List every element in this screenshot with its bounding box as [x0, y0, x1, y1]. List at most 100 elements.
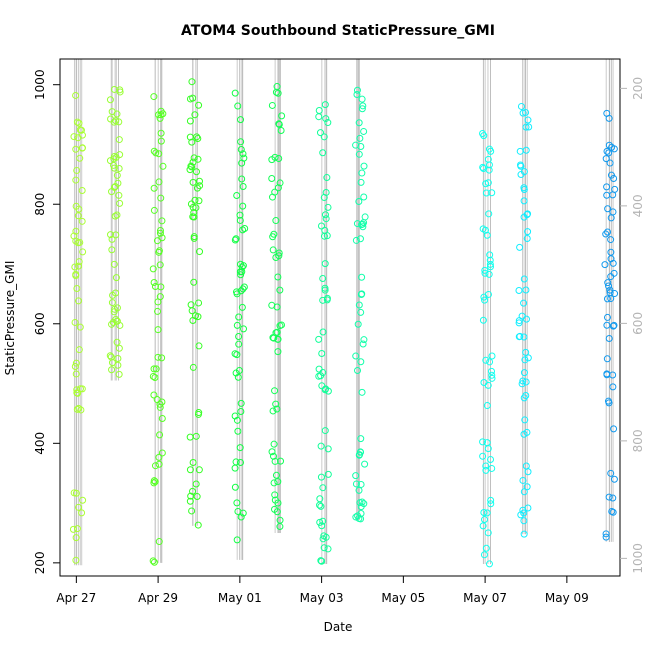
data-point: [352, 141, 360, 149]
data-point: [270, 440, 278, 448]
data-point: [516, 161, 524, 169]
data-point: [74, 212, 82, 220]
data-point: [157, 137, 165, 145]
data-point: [155, 460, 163, 468]
data-point: [324, 119, 332, 127]
data-point: [485, 560, 493, 568]
data-point: [522, 348, 530, 356]
data-point: [605, 149, 613, 157]
data-point: [485, 161, 493, 169]
data-point: [72, 359, 80, 367]
data-point: [485, 210, 493, 218]
data-point: [603, 295, 611, 303]
data-point: [239, 202, 247, 210]
data-point: [520, 530, 528, 538]
data-point: [359, 102, 367, 110]
data-point: [275, 249, 283, 257]
data-point: [149, 372, 157, 380]
data-point: [113, 211, 121, 219]
data-point: [158, 449, 166, 457]
data-point: [71, 263, 79, 271]
data-point: [154, 326, 162, 334]
data-point: [233, 499, 241, 507]
data-point: [483, 231, 491, 239]
data-point: [75, 119, 83, 127]
data-point: [234, 427, 242, 435]
data-point: [522, 462, 530, 470]
data-point: [479, 163, 487, 171]
data-point: [192, 432, 200, 440]
data-point: [113, 317, 121, 325]
data-point: [603, 321, 611, 329]
data-point: [319, 535, 327, 543]
profile-lines: [72, 59, 616, 566]
data-point: [231, 483, 239, 491]
y2-tick-label: 1000: [631, 543, 645, 574]
data-point: [111, 212, 119, 220]
data-point: [486, 256, 494, 264]
data-point: [108, 366, 116, 374]
data-point: [319, 328, 327, 336]
data-point: [233, 290, 241, 298]
data-point: [237, 271, 245, 279]
data-point: [353, 91, 361, 99]
data-point: [480, 508, 488, 516]
data-point: [269, 246, 277, 254]
x-axis-label: Date: [324, 620, 353, 634]
data-point: [320, 544, 328, 552]
data-point: [608, 507, 616, 515]
data-point: [232, 458, 240, 466]
data-point: [358, 105, 366, 113]
data-point: [610, 475, 618, 483]
data-point: [610, 321, 618, 329]
data-point: [609, 508, 617, 516]
data-point: [158, 414, 166, 422]
data-point: [522, 123, 530, 131]
data-point: [486, 358, 494, 366]
data-point: [271, 505, 279, 513]
data-point: [479, 225, 487, 233]
data-point: [189, 316, 197, 324]
data-point: [483, 509, 491, 517]
data-point: [149, 265, 157, 273]
data-point: [361, 460, 369, 468]
data-point: [73, 405, 81, 413]
data-point: [604, 205, 612, 213]
data-point: [231, 89, 239, 97]
data-point: [275, 120, 283, 128]
data-point: [157, 111, 165, 119]
data-point: [152, 149, 160, 157]
data-point: [192, 204, 200, 212]
data-point: [520, 197, 528, 205]
data-point: [238, 175, 246, 183]
data-point: [315, 335, 323, 343]
data-point: [318, 382, 326, 390]
data-point: [191, 111, 199, 119]
data-point: [517, 102, 525, 110]
data-point: [186, 497, 194, 505]
data-point: [158, 234, 166, 242]
data-point: [155, 247, 163, 255]
data-point: [108, 299, 116, 307]
data-point: [150, 477, 158, 485]
data-point: [318, 350, 326, 358]
data-point: [273, 83, 281, 91]
data-point: [319, 149, 327, 157]
data-point: [189, 459, 197, 467]
data-point: [356, 499, 364, 507]
data-point: [156, 114, 164, 122]
data-point: [487, 147, 495, 155]
data-point: [112, 153, 120, 161]
data-point: [237, 399, 245, 407]
data-point: [269, 334, 277, 342]
data-point: [354, 366, 362, 374]
data-point: [603, 147, 611, 155]
data-point: [522, 286, 530, 294]
data-point: [239, 183, 247, 191]
data-point: [108, 320, 116, 328]
data-point: [482, 462, 490, 470]
data-point: [236, 444, 244, 452]
data-point: [524, 228, 532, 236]
data-point: [192, 480, 200, 488]
